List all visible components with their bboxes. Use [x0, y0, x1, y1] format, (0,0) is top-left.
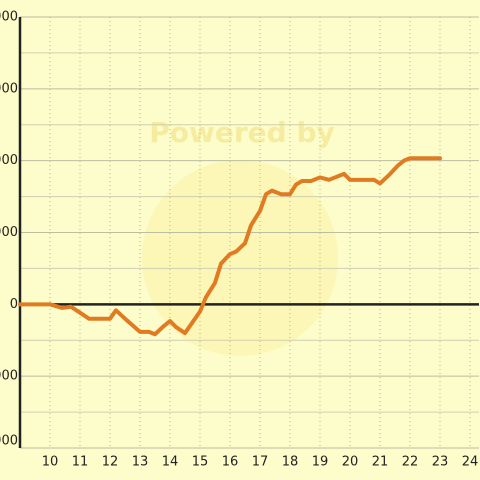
x-tick-label: 19 — [312, 455, 329, 470]
x-tick-label: 24 — [462, 455, 479, 470]
y-tick-label: -3,000 — [0, 369, 18, 384]
watermark-logo — [142, 160, 338, 356]
x-tick-label: 17 — [252, 455, 269, 470]
x-tick-label: 15 — [192, 455, 209, 470]
y-tick-label: 12,000 — [0, 10, 18, 25]
x-tick-label: 14 — [162, 455, 179, 470]
x-tick-label: 22 — [402, 455, 419, 470]
x-tick-label: 16 — [222, 455, 239, 470]
y-tick-label: 6,000 — [0, 153, 18, 168]
y-tick-label: 9,000 — [0, 81, 18, 96]
x-tick-label: 23 — [432, 455, 449, 470]
x-tick-label: 18 — [282, 455, 299, 470]
watermark: Powered by — [149, 116, 335, 149]
x-tick-label: 13 — [132, 455, 149, 470]
y-tick-label: 0 — [10, 297, 18, 312]
x-tick-label: 11 — [72, 455, 89, 470]
x-tick-label: 21 — [372, 455, 389, 470]
y-tick-label: 3,000 — [0, 225, 18, 240]
x-tick-label: 20 — [342, 455, 359, 470]
data-line — [18, 156, 442, 337]
y-tick-label: -6,000 — [0, 434, 18, 449]
x-tick-label: 12 — [102, 455, 119, 470]
x-tick-label: 10 — [42, 455, 59, 470]
